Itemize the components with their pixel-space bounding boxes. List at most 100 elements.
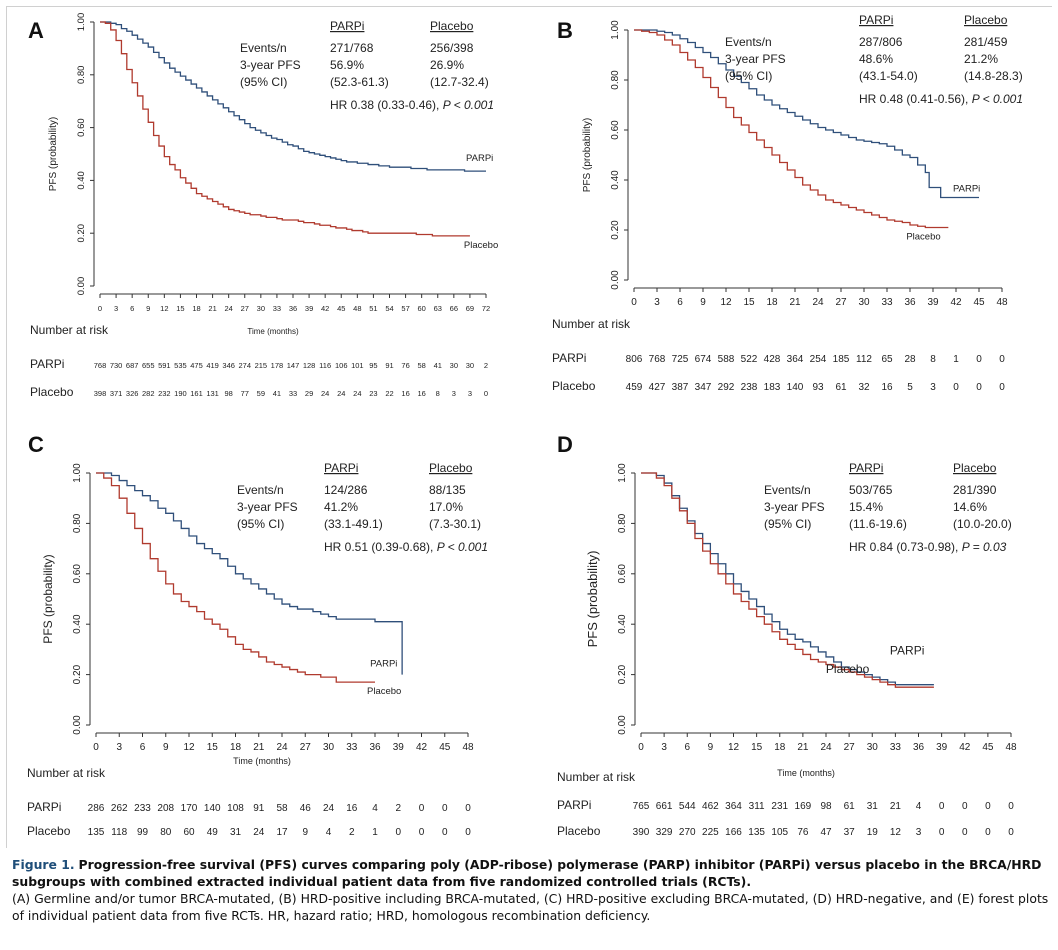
x-tick-label: 57 (401, 304, 409, 313)
x-tick-label: 6 (130, 304, 134, 313)
panel-letter: D (557, 432, 573, 457)
risk-value: 128 (303, 361, 316, 370)
risk-value: 61 (835, 382, 847, 393)
y-tick-label: 0.00 (76, 277, 87, 296)
risk-value: 0 (999, 354, 1005, 365)
curve-label-placebo: Placebo (367, 686, 401, 697)
y-tick-label: 0.80 (76, 66, 87, 85)
km-curve-parpi (100, 21, 486, 172)
stats-row-label: 3-year PFS (237, 500, 298, 514)
risk-value: 65 (881, 354, 893, 365)
x-tick-label: 30 (867, 742, 879, 753)
km-curve-parpi (96, 472, 403, 675)
curve-label-parpi: PARPi (466, 153, 493, 164)
stats-parpi-value: 503/765 (849, 483, 893, 497)
x-tick-label: 24 (276, 742, 288, 753)
x-tick-label: 42 (416, 742, 428, 753)
risk-value: 3 (468, 389, 472, 398)
panel-b: B 0.00 0.20 0.40 0.60 0.80 1.00 PFS (probabilit… (529, 0, 1058, 425)
risk-value: 61 (844, 801, 856, 812)
risk-value: 29 (305, 389, 313, 398)
curve-label-parpi: PARPi (953, 184, 980, 195)
km-curve-placebo (634, 29, 949, 229)
risk-value: 292 (718, 382, 735, 393)
p-value: P = 0.03 (962, 540, 1007, 554)
x-tick-label: 42 (950, 297, 962, 308)
x-tick-label: 48 (996, 297, 1008, 308)
y-tick-label: 0.20 (610, 220, 621, 240)
risk-row-label: Placebo (30, 385, 74, 399)
risk-value: 311 (749, 801, 765, 812)
risk-table-title: Number at risk (30, 323, 109, 337)
risk-value: 140 (204, 803, 221, 814)
risk-value: 8 (436, 389, 440, 398)
risk-value: 58 (276, 803, 288, 814)
x-tick-label: 3 (654, 297, 660, 308)
x-tick-label: 9 (700, 297, 706, 308)
risk-value: 30 (466, 361, 474, 370)
x-tick-label: 36 (904, 297, 916, 308)
x-tick-label: 33 (346, 742, 358, 753)
stats-row-label: (95% CI) (764, 517, 811, 531)
risk-value: 98 (224, 389, 232, 398)
y-tick-label: 0.40 (72, 614, 83, 634)
x-tick-label: 3 (114, 304, 118, 313)
x-tick-label: 21 (253, 742, 265, 753)
risk-value: 24 (253, 827, 265, 838)
x-axis-label: Time (months) (233, 756, 291, 766)
stats-parpi-value: 287/806 (859, 35, 903, 49)
risk-value: 0 (939, 801, 945, 812)
risk-value: 2 (484, 361, 488, 370)
stats-parpi-value: 41.2% (324, 500, 358, 514)
risk-value: 112 (856, 354, 872, 365)
risk-value: 588 (718, 354, 735, 365)
risk-value: 535 (174, 361, 187, 370)
x-tick-label: 15 (751, 742, 763, 753)
risk-value: 0 (395, 827, 401, 838)
risk-value: 0 (999, 382, 1005, 393)
stats-row-label: (95% CI) (237, 517, 284, 531)
p-value: P < 0.001 (972, 92, 1023, 106)
risk-value: 3 (930, 382, 936, 393)
stats-row-label: Events/n (725, 35, 772, 49)
stats-parpi-value: (43.1-54.0) (859, 69, 918, 83)
stats-parpi-value: (33.1-49.1) (324, 517, 383, 531)
chart-svg-b: B 0.00 0.20 0.40 0.60 0.80 1.00 PFS (probabilit… (552, 13, 1023, 393)
x-tick-label: 21 (789, 297, 801, 308)
risk-value: 0 (465, 827, 471, 838)
risk-value: 17 (276, 827, 288, 838)
x-tick-label: 30 (257, 304, 265, 313)
stats-col-header: Placebo (430, 19, 474, 33)
stats-col-header: PARPi (859, 13, 893, 27)
risk-value: 169 (795, 801, 812, 812)
risk-value: 274 (238, 361, 251, 370)
risk-row-label: PARPi (27, 800, 61, 814)
y-tick-label: 0.20 (72, 664, 83, 684)
risk-row-label: PARPi (30, 357, 64, 371)
risk-value: 262 (111, 803, 128, 814)
risk-value: 76 (797, 827, 809, 838)
y-axis-label: PFS (probability) (41, 554, 55, 643)
risk-value: 0 (962, 801, 968, 812)
stats-placebo-value: 26.9% (430, 58, 464, 72)
risk-value: 591 (158, 361, 171, 370)
risk-value: 3 (916, 827, 922, 838)
stats-row-label: 3-year PFS (725, 52, 786, 66)
risk-value: 768 (649, 354, 666, 365)
x-tick-label: 30 (323, 742, 335, 753)
risk-value: 1 (953, 354, 959, 365)
risk-value: 725 (672, 354, 689, 365)
panel-letter: A (28, 18, 44, 43)
hazard-ratio: HR 0.84 (0.73-0.98), P = 0.03 (849, 540, 1007, 554)
caption-body: (A) Germline and/or tumor BRCA-mutated, … (12, 891, 1049, 923)
hazard-ratio: HR 0.48 (0.41-0.56), P < 0.001 (859, 92, 1023, 106)
y-tick-label: 0.40 (617, 614, 628, 634)
risk-value: 16 (401, 389, 409, 398)
x-tick-label: 18 (774, 742, 786, 753)
risk-value: 346 (222, 361, 235, 370)
risk-value: 765 (633, 801, 650, 812)
risk-value: 730 (110, 361, 123, 370)
risk-value: 47 (820, 827, 832, 838)
risk-value: 95 (369, 361, 377, 370)
y-tick-label: 0.60 (610, 120, 621, 140)
